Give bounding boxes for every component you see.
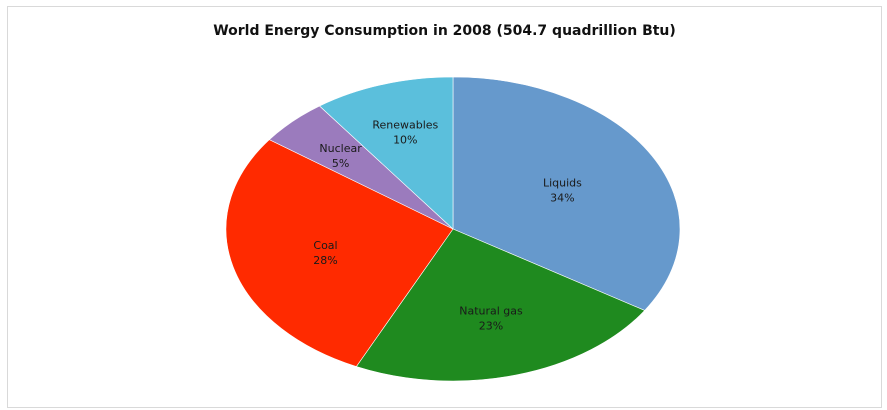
slice-label-coal: Coal — [313, 239, 337, 252]
slice-label-renewables: Renewables — [372, 119, 438, 132]
pie-slice-renewables — [319, 76, 454, 230]
slice-value-renewables: 10% — [393, 134, 417, 147]
slice-value-coal: 28% — [313, 254, 337, 267]
pie-labels: Liquids 34% Natural gas 23% Coal 28% Nuclear 5%… — [313, 119, 582, 333]
slice-value-nuclear: 5% — [332, 157, 349, 170]
slice-value-natural-gas: 23% — [479, 320, 503, 333]
slice-value-liquids: 34% — [550, 192, 574, 205]
pie-slices — [225, 76, 681, 382]
pie-slice-natural-gas — [355, 228, 646, 382]
slice-label-liquids: Liquids — [543, 177, 582, 190]
slice-label-natural-gas: Natural gas — [459, 305, 523, 318]
pie-slice-coal — [225, 139, 454, 367]
slice-label-nuclear: Nuclear — [319, 142, 362, 155]
pie-slice-liquids — [452, 76, 681, 311]
chart-title: World Energy Consumption in 2008 (504.7 … — [213, 23, 676, 39]
